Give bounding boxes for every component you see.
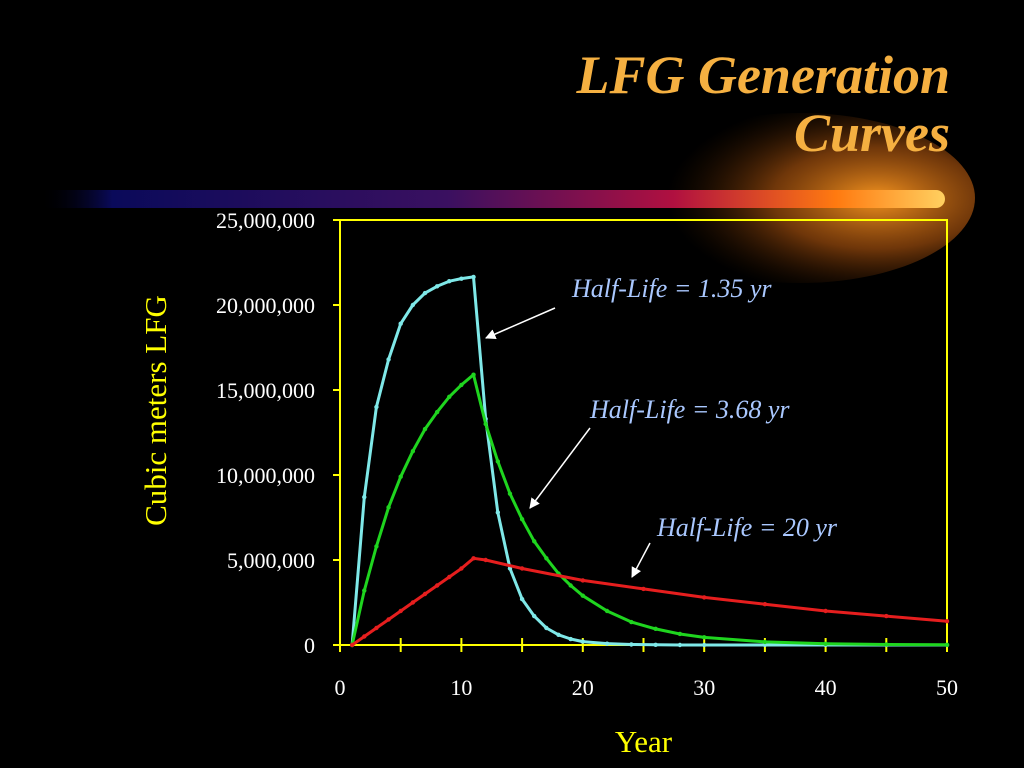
data-point-series-3 (410, 600, 416, 605)
data-point-series-2 (823, 641, 828, 647)
data-point-series-1 (447, 279, 452, 284)
data-point-series-1 (422, 290, 428, 296)
series-line-3 (351, 556, 948, 647)
data-point-series-3 (459, 566, 464, 571)
data-point-series-1 (580, 639, 585, 644)
data-point-series-1 (556, 632, 561, 637)
data-point-series-2 (374, 544, 379, 549)
data-point-series-3 (349, 642, 355, 648)
y-axis-title: Cubic meters LFG (138, 295, 173, 526)
data-point-series-3 (483, 557, 488, 563)
y-tick-label: 10,000,000 (216, 463, 315, 488)
data-point-series-2 (507, 491, 513, 496)
data-point-series-2 (434, 409, 440, 415)
data-point-series-2 (495, 459, 501, 464)
data-point-series-2 (519, 517, 525, 522)
data-point-series-2 (604, 608, 610, 614)
data-point-series-3 (386, 617, 391, 622)
data-point-series-3 (641, 586, 646, 592)
x-tick-label: 0 (335, 675, 346, 700)
data-point-series-2 (884, 642, 889, 647)
data-point-series-1 (459, 276, 464, 281)
data-point-series-3 (434, 583, 440, 588)
data-point-series-1 (677, 642, 683, 648)
data-point-series-1 (519, 596, 525, 602)
data-point-series-1 (374, 404, 379, 410)
data-point-series-2 (447, 394, 452, 399)
data-point-series-2 (483, 421, 488, 427)
data-point-series-2 (471, 372, 476, 377)
data-point-series-2 (653, 626, 658, 632)
y-tick-label: 5,000,000 (227, 548, 315, 573)
data-point-series-1 (398, 321, 403, 326)
data-point-series-2 (677, 631, 683, 637)
gradient-streak (40, 190, 945, 208)
data-point-series-3 (762, 602, 768, 607)
data-point-series-1 (495, 510, 501, 515)
half-life-annotation-3: Half-Life = 20 yr (656, 513, 838, 542)
x-tick-label: 10 (450, 675, 472, 700)
x-tick-label: 40 (815, 675, 837, 700)
data-point-series-1 (629, 642, 634, 647)
data-point-series-2 (702, 635, 707, 640)
y-tick-label: 15,000,000 (216, 378, 315, 403)
data-point-series-2 (580, 593, 585, 598)
data-point-series-3 (884, 613, 889, 619)
y-tick-label: 25,000,000 (216, 208, 315, 233)
data-point-series-2 (762, 639, 768, 645)
data-point-series-2 (386, 505, 391, 510)
y-tick-label: 20,000,000 (216, 293, 315, 318)
data-point-series-3 (471, 556, 476, 561)
data-point-series-3 (362, 634, 367, 639)
x-tick-label: 50 (936, 675, 958, 700)
data-point-series-3 (823, 608, 828, 614)
slide-title: LFG Generation Curves (350, 46, 950, 162)
data-point-series-3 (702, 595, 707, 600)
data-point-series-1 (434, 284, 440, 289)
data-point-series-1 (653, 642, 658, 648)
data-point-series-2 (410, 449, 416, 454)
data-point-series-3 (580, 578, 585, 583)
y-tick-label: 0 (304, 633, 315, 658)
data-point-series-1 (471, 274, 476, 280)
data-point-series-2 (398, 474, 403, 479)
data-point-series-2 (944, 642, 950, 648)
x-axis-title: Year (615, 724, 673, 759)
data-point-series-1 (762, 642, 768, 648)
data-point-series-3 (944, 619, 950, 624)
data-point-series-1 (568, 636, 573, 642)
x-tick-label: 20 (572, 675, 594, 700)
data-point-series-2 (629, 619, 634, 625)
data-point-series-1 (532, 613, 537, 619)
data-point-series-3 (374, 625, 379, 631)
data-point-series-2 (362, 588, 367, 593)
data-point-series-3 (398, 608, 403, 614)
data-point-series-1 (702, 642, 707, 648)
annotation-arrow-2 (529, 427, 591, 509)
title-line-2: Curves (793, 103, 950, 163)
data-point-series-2 (544, 556, 549, 561)
annotation-arrow-3 (631, 542, 651, 578)
data-point-series-1 (544, 625, 549, 631)
annotation-arrow-1 (485, 307, 556, 340)
data-point-series-2 (459, 382, 464, 388)
data-point-series-2 (422, 426, 428, 432)
data-point-series-1 (410, 302, 416, 308)
data-point-series-3 (519, 566, 525, 571)
data-point-series-2 (568, 583, 573, 588)
half-life-annotation-2: Half-Life = 3.68 yr (589, 395, 790, 424)
x-tick-label: 30 (693, 675, 715, 700)
data-point-series-3 (447, 574, 452, 580)
half-life-annotation-1: Half-Life = 1.35 yr (571, 274, 772, 303)
data-point-series-2 (532, 539, 537, 544)
data-point-series-1 (386, 357, 391, 362)
data-point-series-3 (422, 591, 428, 597)
data-point-series-1 (362, 494, 367, 500)
title-line-1: LFG Generation (576, 45, 950, 105)
data-point-series-1 (604, 641, 610, 646)
